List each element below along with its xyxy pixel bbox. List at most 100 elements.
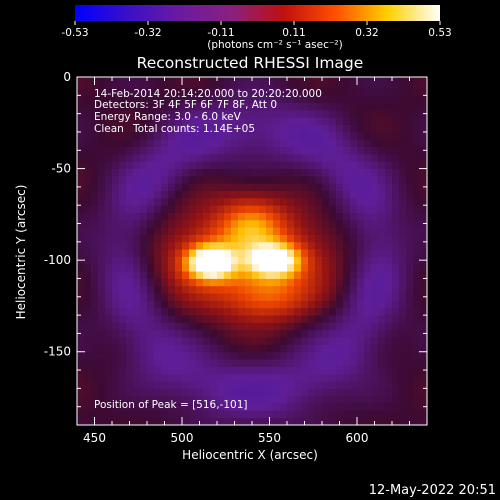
heatmap-cell <box>259 417 267 425</box>
heatmap-cell <box>119 80 127 89</box>
heatmap-cell <box>105 95 113 104</box>
heatmap-cell <box>98 161 106 169</box>
heatmap-cell <box>336 307 344 316</box>
heatmap-cell <box>140 95 148 104</box>
heatmap-cell <box>210 410 218 419</box>
heatmap-cell <box>287 95 295 104</box>
heatmap-cell <box>210 278 218 287</box>
heatmap-cell <box>161 344 169 353</box>
heatmap-cell <box>126 168 134 177</box>
heatmap-cell <box>161 87 169 96</box>
heatmap-cell <box>77 373 85 382</box>
heatmap-cell <box>343 139 351 147</box>
heatmap-cell <box>210 329 218 338</box>
heatmap-cell <box>252 359 260 367</box>
heatmap-cell <box>259 381 267 389</box>
heatmap-cell <box>105 307 113 316</box>
heatmap-cell <box>105 175 113 184</box>
heatmap-cell <box>238 344 246 353</box>
heatmap-cell <box>168 87 176 96</box>
heatmap-cell <box>231 219 239 228</box>
heatmap-cell <box>301 102 309 111</box>
heatmap-cell <box>238 403 246 411</box>
heatmap-cell <box>168 300 176 309</box>
heatmap-cell <box>336 146 344 155</box>
heatmap-cell <box>238 212 246 221</box>
heatmap-cell <box>378 175 386 184</box>
heatmap-cell <box>301 175 309 184</box>
heatmap-cell <box>133 344 141 353</box>
heatmap-cell <box>406 124 414 133</box>
heatmap-cell <box>308 329 316 338</box>
heatmap-cell <box>175 80 183 89</box>
heatmap-cell <box>378 271 386 279</box>
heatmap-cell <box>231 395 239 404</box>
heatmap-cell <box>273 249 281 257</box>
heatmap-cell <box>336 410 344 419</box>
heatmap-cell <box>252 271 260 279</box>
heatmap-cell <box>287 190 295 199</box>
heatmap-cell <box>336 329 344 338</box>
heatmap-cell <box>399 168 407 177</box>
heatmap-cell <box>133 139 141 147</box>
heatmap-cell <box>189 249 197 257</box>
heatmap-cell <box>322 417 330 425</box>
heatmap-cell <box>399 95 407 104</box>
heatmap-cell <box>329 175 337 184</box>
heatmap-cell <box>308 381 316 389</box>
heatmap-cell <box>91 95 99 104</box>
heatmap-cell <box>154 205 162 213</box>
heatmap-cell <box>266 190 274 199</box>
heatmap-cell <box>364 117 372 126</box>
heatmap-cell <box>322 388 330 397</box>
heatmap-cell <box>182 322 190 331</box>
heatmap-cell <box>238 205 246 213</box>
heatmap-cell <box>77 153 85 162</box>
heatmap-cell <box>161 197 169 206</box>
heatmap-cell <box>350 337 358 345</box>
heatmap-cell <box>210 227 218 235</box>
heatmap-cell <box>280 117 288 126</box>
heatmap-cell <box>98 241 106 250</box>
heatmap-cell <box>77 124 85 133</box>
heatmap-cell <box>105 359 113 367</box>
heatmap-cell <box>154 87 162 96</box>
heatmap-cell <box>196 403 204 411</box>
heatmap-cell <box>119 417 127 425</box>
heatmap-cell <box>140 293 148 301</box>
heatmap-cell <box>336 256 344 265</box>
heatmap-cell <box>301 278 309 287</box>
heatmap-cell <box>245 161 253 169</box>
heatmap-cell <box>343 87 351 96</box>
heatmap-cell <box>161 263 169 272</box>
heatmap-cell <box>392 77 400 82</box>
heatmap-cell <box>84 109 92 118</box>
heatmap-cell <box>266 212 274 221</box>
heatmap-cell <box>217 315 225 323</box>
heatmap-cell <box>315 337 323 345</box>
heatmap-cell <box>224 410 232 419</box>
heatmap-cell <box>126 373 134 382</box>
heatmap-cell <box>98 278 106 287</box>
heatmap-cell <box>203 131 211 140</box>
heatmap-cell <box>224 271 232 279</box>
heatmap-cell <box>98 212 106 221</box>
heatmap-cell <box>147 249 155 257</box>
heatmap-cell <box>385 234 393 243</box>
heatmap-cell <box>350 219 358 228</box>
heatmap-cell <box>98 337 106 345</box>
heatmap-cell <box>161 278 169 287</box>
heatmap-cell <box>301 293 309 301</box>
heatmap-cell <box>329 300 337 309</box>
heatmap-cell <box>105 293 113 301</box>
heatmap-cell <box>252 300 260 309</box>
heatmap-cell <box>266 344 274 353</box>
heatmap-cell <box>413 168 421 177</box>
heatmap-cell <box>189 227 197 235</box>
heatmap-cell <box>315 373 323 382</box>
heatmap-cell <box>91 146 99 155</box>
heatmap-cell <box>420 373 427 382</box>
heatmap-cell <box>91 373 99 382</box>
annotation-peak: Position of Peak = [516,-101] <box>94 399 248 411</box>
heatmap-cell <box>217 153 225 162</box>
